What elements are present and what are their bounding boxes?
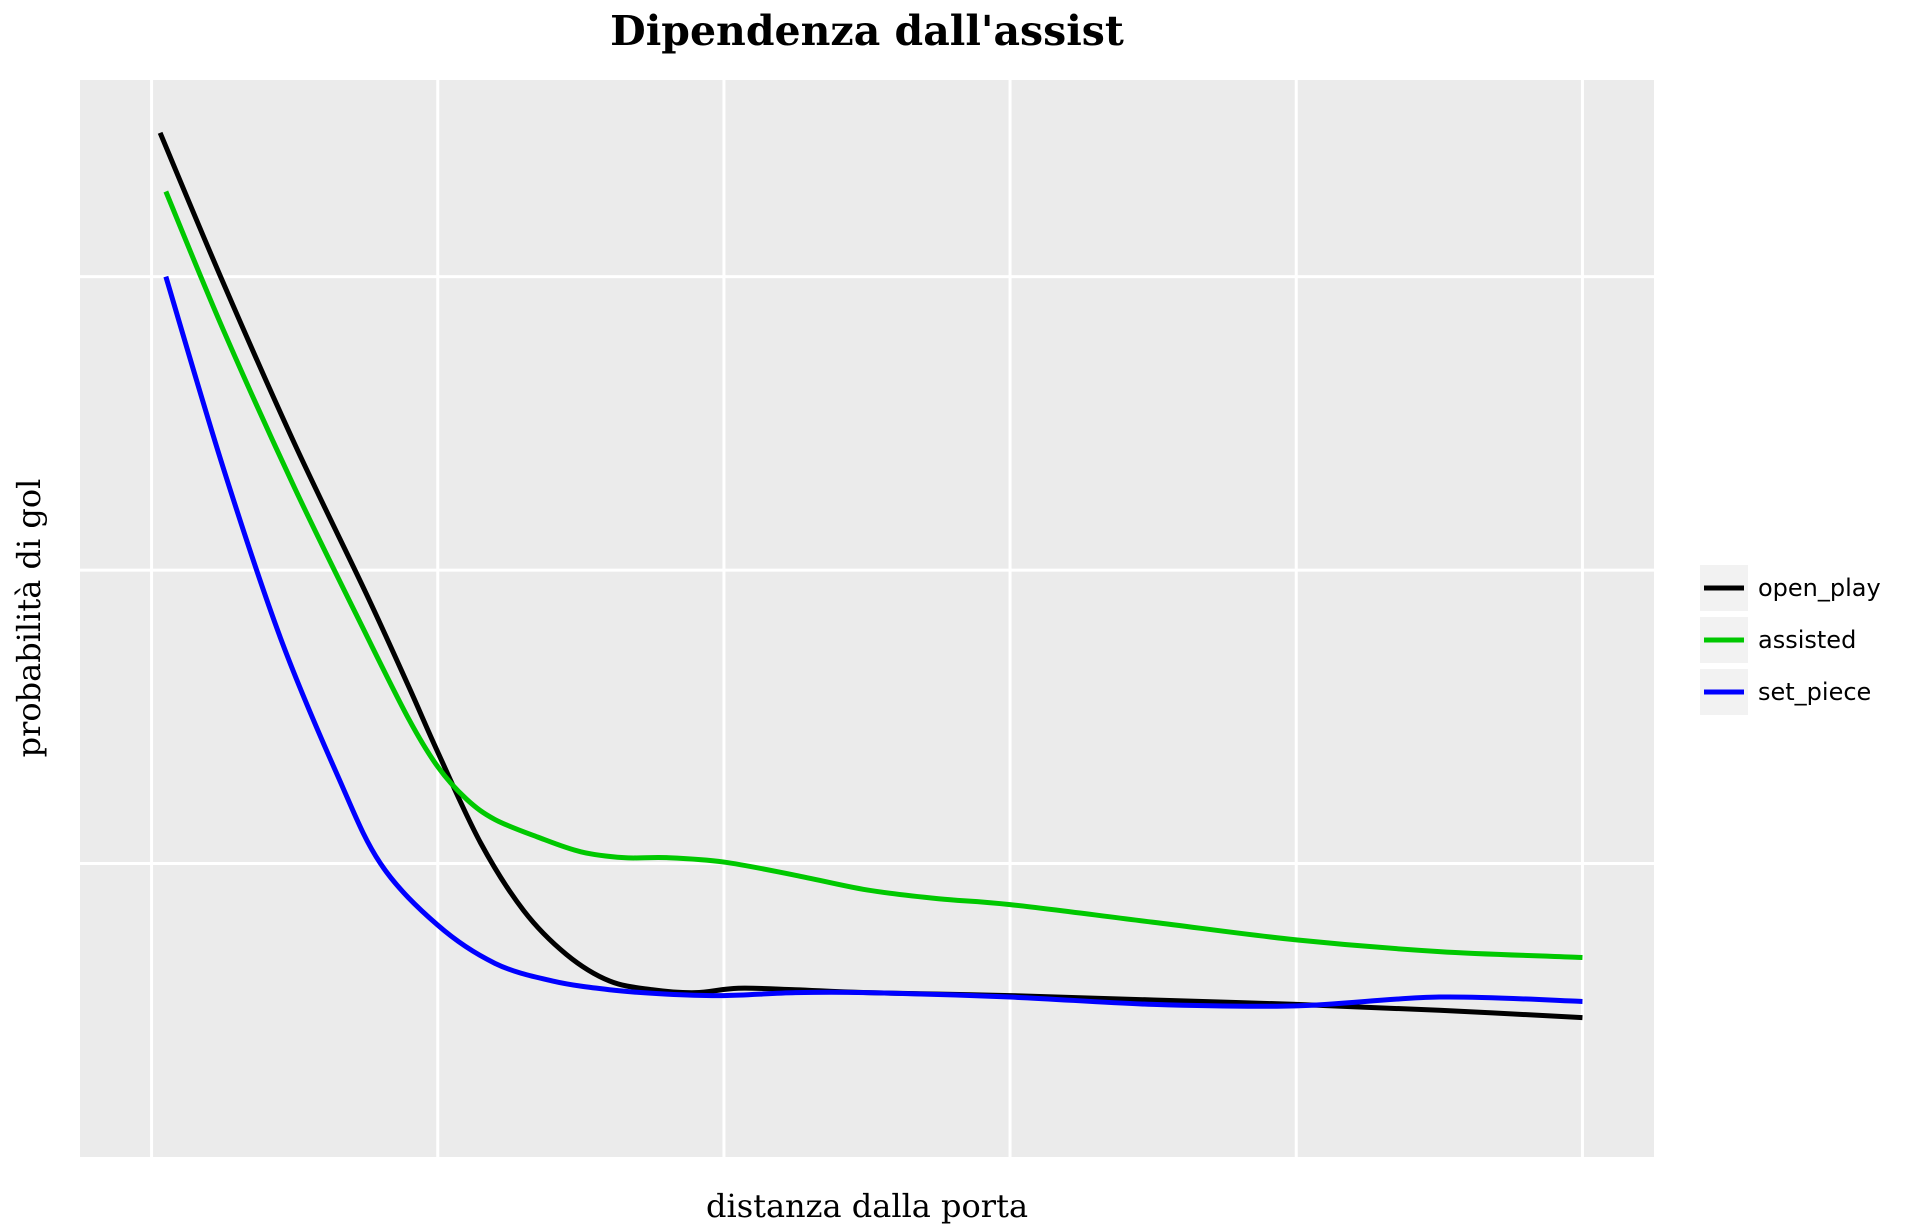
legend-label-set-piece: set_piece — [1758, 678, 1871, 706]
legend-label-assisted: assisted — [1758, 626, 1856, 654]
series-line-open-play — [157, 131, 1583, 1021]
gridlines — [80, 80, 1654, 1157]
x-axis-label: distanza dalla porta — [706, 1187, 1028, 1224]
chart-title: Dipendenza dall'assist — [610, 7, 1124, 55]
y-axis-label: probabilità di gol — [10, 479, 48, 758]
legend: open_play assisted set_piece — [1700, 565, 1881, 715]
legend-label-open-play: open_play — [1758, 574, 1881, 602]
series-lines — [157, 131, 1583, 1021]
series-line-set-piece — [163, 275, 1583, 1009]
series-line-assisted — [163, 190, 1583, 960]
plot-panel — [80, 80, 1654, 1157]
